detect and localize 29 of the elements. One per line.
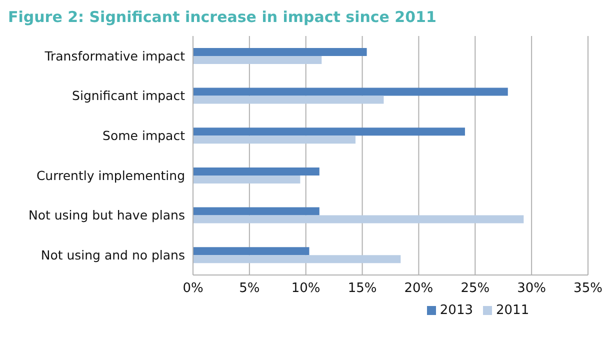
bar	[193, 96, 384, 104]
legend-label: 2011	[496, 303, 530, 318]
x-tick-label: 30%	[517, 281, 546, 296]
x-tick-label: 35%	[574, 281, 602, 296]
bar	[193, 255, 401, 264]
x-tick-label: 0%	[182, 281, 204, 296]
bar	[193, 207, 320, 216]
x-tick-label: 20%	[404, 281, 434, 296]
bar	[193, 215, 524, 224]
y-tick-label: Currently implementing	[36, 168, 185, 183]
x-tick-label: 15%	[348, 281, 377, 296]
y-tick-label: Some impact	[102, 128, 186, 144]
chart-title: Figure 2: Significant increase in impact since 2011	[8, 8, 438, 26]
x-tick-label: 25%	[460, 281, 490, 296]
bar	[193, 88, 508, 96]
bar	[193, 56, 322, 64]
bar	[193, 167, 320, 176]
x-tick-label: 10%	[291, 281, 320, 296]
x-tick-label: 5%	[239, 281, 260, 296]
y-tick-label: Transformative impact	[44, 48, 186, 64]
y-tick-label: Significant impact	[72, 88, 186, 104]
bar	[193, 128, 465, 136]
bar	[193, 136, 356, 144]
y-tick-label: Not using but have plans	[28, 208, 185, 223]
legend-label: 2013	[440, 303, 473, 318]
bar	[193, 48, 367, 56]
bar	[193, 247, 310, 256]
bar	[193, 175, 300, 184]
y-tick-label: Not using and no plans	[40, 248, 185, 263]
